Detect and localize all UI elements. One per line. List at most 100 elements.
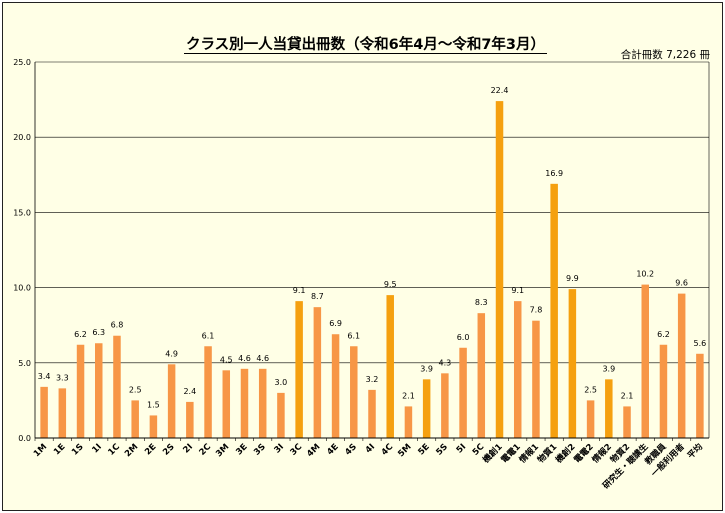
- bar: [568, 289, 577, 438]
- x-tick-label: 情報2: [589, 441, 614, 466]
- x-tick-label: 2C: [198, 442, 214, 458]
- bar: [95, 343, 103, 438]
- data-label: 2.1: [621, 391, 634, 400]
- bar: [113, 335, 121, 438]
- x-tick-label: 2M: [123, 442, 140, 459]
- bar: [605, 379, 613, 438]
- bar: [76, 344, 85, 438]
- x-tick-label: 4M: [305, 442, 322, 459]
- bar: [641, 284, 649, 438]
- x-tick-label: 情報1: [516, 441, 541, 466]
- y-tick-label: 20.0: [13, 133, 31, 142]
- data-label: 3.2: [366, 375, 379, 384]
- bar: [659, 344, 668, 438]
- x-tick-label: 平均: [685, 441, 705, 461]
- data-label: 3.9: [602, 364, 615, 373]
- x-tick-label: 5M: [396, 442, 413, 459]
- data-label: 6.2: [74, 330, 87, 339]
- bar: [295, 301, 303, 438]
- bar: [459, 347, 467, 438]
- data-label: 9.6: [675, 279, 688, 288]
- data-label: 6.9: [329, 319, 342, 328]
- x-tick-label: 4I: [364, 442, 377, 455]
- data-label: 3.4: [38, 372, 51, 381]
- data-label: 3.3: [56, 373, 69, 382]
- bar: [422, 379, 431, 438]
- y-tick-label: 0.0: [18, 434, 31, 443]
- x-tick-label: 3M: [214, 442, 231, 459]
- bar: [532, 320, 540, 438]
- data-label: 2.4: [183, 387, 196, 396]
- x-tick-label: 3S: [252, 442, 268, 458]
- data-label: 2.1: [402, 391, 415, 400]
- x-tick-label: 4C: [380, 442, 396, 458]
- data-label: 6.2: [657, 330, 670, 339]
- x-tick-label: 1C: [106, 442, 122, 458]
- data-label: 9.1: [511, 286, 524, 295]
- data-label: 8.3: [475, 298, 488, 307]
- bar: [495, 101, 504, 438]
- bar: [677, 293, 686, 438]
- bar: [240, 368, 249, 438]
- data-label: 4.6: [238, 354, 251, 363]
- x-tick-label: 機創1: [481, 441, 505, 465]
- y-tick-label: 25.0: [13, 58, 31, 67]
- data-label: 4.6: [256, 354, 269, 363]
- x-tick-label: 5E: [416, 442, 431, 457]
- x-tick-label: 4E: [325, 442, 340, 457]
- data-label: 7.8: [530, 306, 543, 315]
- bar: [277, 392, 285, 438]
- data-label: 3.9: [420, 364, 433, 373]
- bar: [696, 353, 704, 438]
- bar: [586, 400, 595, 438]
- x-tick-label: 2I: [181, 442, 194, 455]
- bar: [513, 301, 522, 438]
- x-tick-label: 3C: [289, 442, 305, 458]
- bar: [313, 307, 322, 438]
- x-tick-label: 2S: [161, 442, 177, 458]
- data-label: 6.1: [347, 331, 360, 340]
- data-label: 8.7: [311, 292, 324, 301]
- y-tick-label: 5.0: [18, 359, 31, 368]
- bar: [477, 313, 486, 438]
- data-label: 10.2: [636, 270, 654, 279]
- x-tick-label: 5I: [455, 442, 468, 455]
- y-tick-label: 10.0: [13, 284, 31, 293]
- x-tick-label: 1S: [70, 442, 86, 458]
- x-tick-label: 1M: [32, 442, 49, 459]
- x-tick-label: 3E: [234, 442, 249, 457]
- bar: [331, 334, 340, 438]
- data-label: 16.9: [545, 169, 563, 178]
- bar: [204, 346, 212, 438]
- x-tick-label: 4S: [343, 442, 359, 458]
- data-label: 5.6: [694, 339, 707, 348]
- bar: [368, 389, 376, 438]
- data-label: 2.5: [584, 385, 597, 394]
- y-tick-label: 15.0: [13, 208, 31, 217]
- data-label: 9.9: [566, 274, 579, 283]
- data-label: 4.9: [165, 349, 178, 358]
- data-label: 9.5: [384, 280, 397, 289]
- data-label: 9.1: [293, 286, 306, 295]
- bar: [441, 373, 449, 438]
- bar: [623, 406, 631, 438]
- x-tick-label: 1E: [52, 442, 67, 457]
- bar: [167, 364, 176, 438]
- x-tick-label: 1I: [90, 442, 103, 455]
- data-label: 3.0: [275, 378, 288, 387]
- bar: [149, 415, 158, 438]
- bar: [404, 406, 413, 438]
- total-count: 合計冊数 7,226 冊: [620, 49, 710, 61]
- data-label: 6.8: [111, 321, 124, 330]
- x-tick-label: 5S: [434, 442, 450, 458]
- data-label: 22.4: [491, 86, 509, 95]
- x-tick-label: 3I: [273, 442, 286, 455]
- bar: [258, 368, 267, 438]
- bar: [350, 346, 358, 438]
- x-tick-label: 電電1: [500, 442, 523, 465]
- chart-title: クラス別一人当貸出冊数（令和6年4月～令和7年3月）: [183, 37, 548, 54]
- x-tick-label: 物質1: [535, 441, 559, 465]
- data-label: 6.1: [202, 331, 215, 340]
